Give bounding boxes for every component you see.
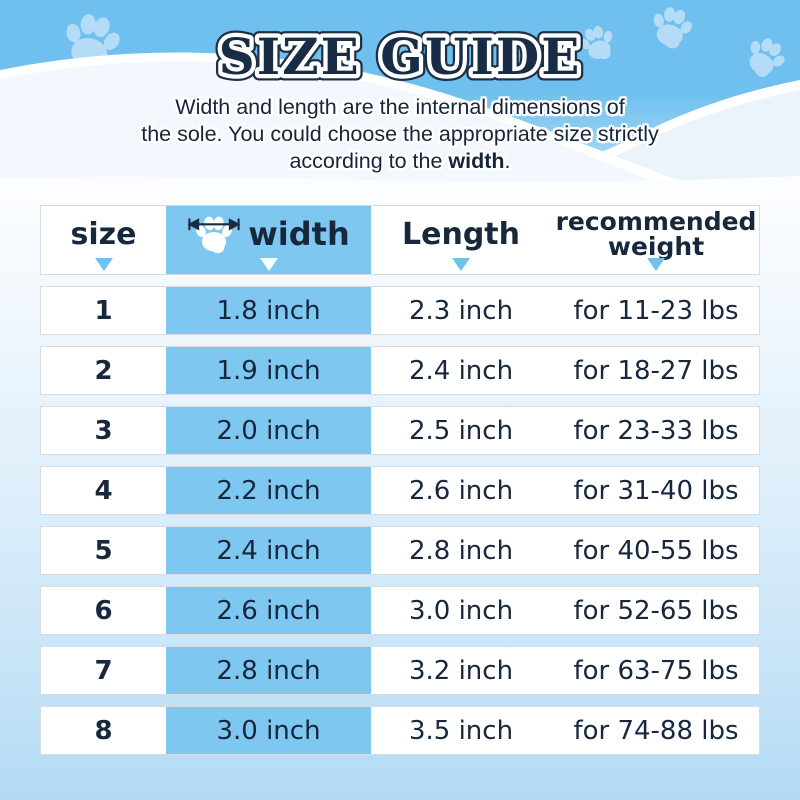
column-pointer-triangle-icon — [259, 258, 278, 271]
table-row: 4 2.2 inch 2.6 inch for 31-40 lbs — [40, 466, 760, 515]
table-row: 3 2.0 inch 2.5 inch for 23-33 lbs — [40, 406, 760, 455]
length-cell: 2.5 inch — [408, 415, 514, 446]
width-emphasis: width — [448, 149, 505, 173]
size-table: size — [40, 205, 760, 755]
header-size: size — [41, 206, 166, 274]
table-row: 1 1.8 inch 2.3 inch for 11-23 lbs — [40, 286, 760, 335]
size-cell: 5 — [94, 535, 113, 566]
width-cell: 2.6 inch — [166, 587, 371, 634]
column-pointer-triangle-icon — [647, 258, 665, 271]
page-title-outer-outline: SIZE GUIDE — [219, 27, 582, 86]
size-cell: 6 — [94, 595, 113, 626]
paw-width-arrow-icon — [187, 216, 241, 254]
column-pointer-triangle-icon — [452, 258, 470, 271]
bottom-blend — [0, 176, 800, 202]
right-hill — [490, 90, 800, 202]
size-cell: 3 — [94, 415, 113, 446]
table-header-row: size — [40, 205, 760, 275]
subtitle: Width and length are the internal dimens… — [0, 94, 800, 175]
header-weight: recommended weight — [551, 206, 761, 274]
weight-cell: for 31-40 lbs — [573, 475, 739, 506]
left-hill — [0, 61, 707, 202]
size-cell: 4 — [94, 475, 113, 506]
size-cell: 1 — [94, 295, 113, 326]
weight-cell: for 18-27 lbs — [573, 355, 739, 386]
size-cell: 2 — [94, 355, 113, 386]
weight-cell: for 11-23 lbs — [573, 295, 739, 326]
table-row: 5 2.4 inch 2.8 inch for 40-55 lbs — [40, 526, 760, 575]
length-cell: 2.8 inch — [408, 535, 514, 566]
page-title-white-outline: SIZE GUIDE — [219, 27, 582, 86]
weight-cell: for 74-88 lbs — [573, 715, 739, 746]
subtitle-line-3: according to the width. — [289, 149, 511, 173]
header-width-label: width — [248, 215, 350, 253]
header-weight-label: recommended weight — [555, 206, 757, 261]
length-cell: 3.2 inch — [408, 655, 514, 686]
header-length: Length — [371, 206, 551, 274]
weight-cell: for 40-55 lbs — [573, 535, 739, 566]
length-cell: 3.0 inch — [408, 595, 514, 626]
table-row: 7 2.8 inch 3.2 inch for 63-75 lbs — [40, 646, 760, 695]
width-cell: 1.9 inch — [166, 347, 371, 394]
length-cell: 2.4 inch — [408, 355, 514, 386]
hero-banner: SIZE GUIDE SIZE GUIDE SIZE GUIDE Width a… — [0, 0, 800, 202]
width-cell: 2.8 inch — [166, 647, 371, 694]
page-title-text: SIZE GUIDE — [219, 27, 582, 86]
subtitle-line-2: the sole. You could choose the appropria… — [141, 122, 659, 146]
width-cell: 2.2 inch — [166, 467, 371, 514]
width-cell: 1.8 inch — [166, 287, 371, 334]
subtitle-line-1: Width and length are the internal dimens… — [175, 95, 625, 119]
size-cell: 7 — [94, 655, 113, 686]
length-cell: 2.6 inch — [408, 475, 514, 506]
weight-cell: for 63-75 lbs — [573, 655, 739, 686]
header-width: width — [166, 206, 371, 274]
table-row: 2 1.9 inch 2.4 inch for 18-27 lbs — [40, 346, 760, 395]
weight-cell: for 23-33 lbs — [573, 415, 739, 446]
weight-cell: for 52-65 lbs — [573, 595, 739, 626]
header-length-label: Length — [402, 216, 520, 252]
header-size-label: size — [70, 216, 137, 252]
page-title: SIZE GUIDE SIZE GUIDE SIZE GUIDE — [212, 21, 586, 93]
size-cell: 8 — [94, 715, 113, 746]
column-pointer-triangle-icon — [94, 258, 113, 271]
width-cell: 2.0 inch — [166, 407, 371, 454]
width-cell: 2.4 inch — [166, 527, 371, 574]
length-cell: 2.3 inch — [408, 295, 514, 326]
table-row: 8 3.0 inch 3.5 inch for 74-88 lbs — [40, 706, 760, 755]
table-row: 6 2.6 inch 3.0 inch for 52-65 lbs — [40, 586, 760, 635]
length-cell: 3.5 inch — [408, 715, 514, 746]
background-waves — [0, 0, 800, 202]
width-cell: 3.0 inch — [166, 707, 371, 754]
